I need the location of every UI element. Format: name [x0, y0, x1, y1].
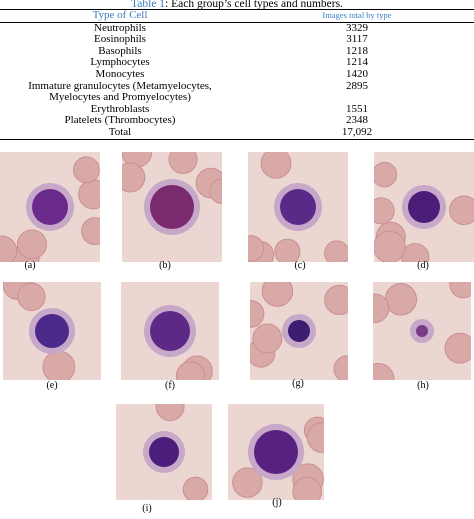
table-cell: 17,092 — [341, 125, 373, 138]
micrograph — [373, 282, 471, 380]
table-cell: Lymphocytes — [90, 56, 150, 69]
red-cell — [248, 235, 265, 262]
panel-label: (c) — [294, 260, 306, 271]
table-cell: Monocytes — [95, 67, 145, 80]
red-cell — [449, 195, 474, 226]
red-cell — [42, 350, 76, 380]
micrograph — [228, 404, 324, 500]
red-cell — [374, 161, 398, 188]
nucleus — [288, 320, 310, 342]
nucleus — [149, 437, 179, 467]
table-row: Eosinophils 3117 — [0, 34, 474, 46]
red-cell — [175, 361, 206, 380]
table-row: Total 17,092 — [0, 125, 474, 139]
red-cell — [384, 283, 418, 316]
red-cell — [374, 197, 395, 225]
red-cell — [155, 404, 185, 422]
red-cell — [17, 282, 46, 312]
table-cell: 2348 — [346, 114, 368, 127]
table-cell: 1214 — [346, 56, 368, 69]
table-row: Basophils 1218 — [0, 44, 474, 58]
nucleus — [280, 189, 316, 225]
micrograph — [250, 282, 348, 380]
red-cell — [72, 156, 100, 184]
red-cell — [16, 229, 47, 260]
red-cell — [250, 300, 265, 328]
red-cell — [374, 230, 406, 262]
panel-label: (d) — [417, 260, 429, 271]
micrograph — [116, 404, 212, 500]
table-cell: 2895 — [346, 79, 368, 92]
table-cell: Neutrophils — [94, 21, 146, 34]
caption-text: : Each group’s cell types and numbers. — [165, 0, 343, 10]
table-cell: Basophils — [98, 44, 142, 57]
nucleus — [32, 189, 68, 225]
red-cell — [373, 293, 390, 323]
red-cell — [260, 152, 292, 179]
table-row: Erythroblasts 1551 — [0, 102, 474, 116]
table-cell: Eosinophils — [94, 33, 146, 46]
table-cell: Immature granulocytes (Metamyelocytes, M… — [28, 79, 212, 104]
nucleus — [150, 311, 190, 351]
micrograph — [3, 282, 101, 380]
red-cell — [168, 152, 198, 175]
panel-label: (b) — [159, 260, 171, 271]
red-cell — [182, 476, 209, 500]
red-cell — [232, 467, 263, 498]
header-cell: Images total by type — [240, 9, 474, 23]
panel-label: (f) — [165, 380, 175, 391]
red-cell — [324, 284, 348, 316]
red-cell — [324, 240, 348, 262]
micrograph — [121, 282, 219, 380]
micrograph — [122, 152, 222, 262]
header-cell: Type of Cell — [0, 9, 240, 23]
table-ref: Table 1 — [131, 0, 166, 10]
nucleus — [150, 185, 194, 229]
red-cell — [333, 355, 348, 380]
table-cell: 3329 — [346, 21, 368, 34]
nucleus — [254, 430, 298, 474]
red-cell — [209, 178, 222, 204]
micrograph — [374, 152, 474, 262]
red-cell — [373, 362, 395, 380]
red-cell — [0, 235, 18, 262]
red-cell — [449, 282, 471, 299]
table-row: Immature granulocytes (Metamyelocytes, M… — [0, 79, 474, 104]
micrograph — [248, 152, 348, 262]
table-cell: 1551 — [346, 102, 368, 115]
nucleus — [35, 314, 69, 348]
panel-label: (g) — [292, 378, 304, 389]
red-cell — [444, 332, 471, 364]
table-cell: Platelets (Thrombocytes) — [64, 114, 176, 127]
header-row: Type of Cell Images total by type — [0, 9, 474, 23]
table-cell: Total — [108, 125, 132, 138]
table-cell: Erythroblasts — [90, 102, 150, 115]
table-cell: 3117 — [346, 33, 368, 46]
table-row: Platelets (Thrombocytes) 2348 — [0, 115, 474, 127]
panel-label: (h) — [417, 380, 429, 391]
table-cell: 1218 — [346, 44, 368, 57]
red-cell — [306, 422, 324, 453]
table-cell: 1420 — [346, 67, 368, 80]
panel-label: (i) — [142, 503, 152, 514]
red-cell — [274, 238, 301, 262]
red-cell — [122, 162, 146, 193]
red-cell — [81, 217, 100, 246]
red-cell — [252, 323, 283, 354]
panel-label: (j) — [272, 497, 282, 508]
table-caption: Table 1: Each group’s cell types and num… — [0, 0, 474, 10]
table-row: Lymphocytes 1214 — [0, 57, 474, 69]
red-cell — [292, 476, 322, 500]
table-row: Monocytes 1420 — [0, 67, 474, 81]
red-cell — [261, 282, 294, 307]
micrograph — [0, 152, 100, 262]
nucleus — [416, 325, 428, 337]
table-row: Neutrophils 3329 — [0, 22, 474, 34]
panel-label: (a) — [24, 260, 36, 271]
cell-table: Type of Cell Images total by type Neutrop… — [0, 9, 474, 140]
nucleus — [408, 191, 440, 223]
panel-label: (e) — [46, 380, 58, 391]
